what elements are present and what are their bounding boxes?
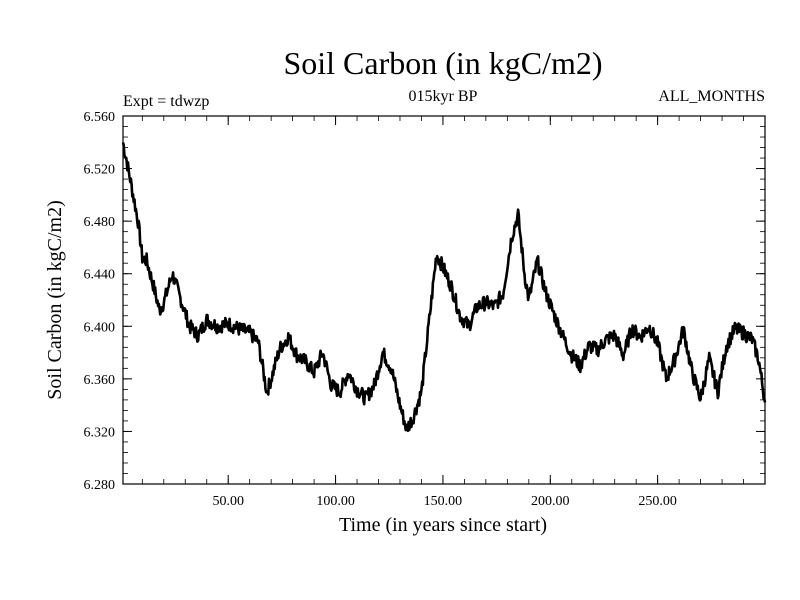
months-label: ALL_MONTHS — [658, 88, 765, 105]
y-tick-label: 6.480 — [84, 215, 116, 230]
x-tick-label: 250.00 — [638, 494, 677, 509]
chart-title: Soil Carbon (in kgC/m2) — [283, 45, 602, 81]
y-tick-label: 6.400 — [84, 320, 116, 335]
x-tick-label: 200.00 — [531, 494, 570, 509]
y-tick-label: 6.440 — [84, 268, 116, 283]
y-axis-ticks: 6.280 6.320 6.360 6.400 6.440 6.480 6.520 6.560 — [84, 110, 765, 493]
x-axis-label: Time (in years since start) — [339, 514, 547, 536]
plot-frame — [122, 115, 766, 485]
experiment-label: Expt = tdwzp — [123, 93, 209, 110]
y-tick-label: 6.280 — [84, 478, 116, 493]
period-label: 015kyr BP — [409, 88, 478, 105]
x-tick-label: 150.00 — [424, 494, 463, 509]
x-tick-label: 50.00 — [212, 494, 244, 509]
y-tick-label: 6.360 — [84, 373, 116, 388]
y-tick-label: 6.520 — [84, 163, 116, 178]
x-tick-label: 100.00 — [316, 494, 355, 509]
soil-carbon-series-line — [121, 142, 767, 433]
y-axis-label: Soil Carbon (in kgC/m2) — [44, 200, 66, 399]
y-tick-label: 6.560 — [84, 110, 116, 125]
x-axis-ticks: 50.00 100.00 150.00 200.00 250.00 — [141, 116, 766, 509]
y-tick-label: 6.320 — [84, 425, 116, 440]
